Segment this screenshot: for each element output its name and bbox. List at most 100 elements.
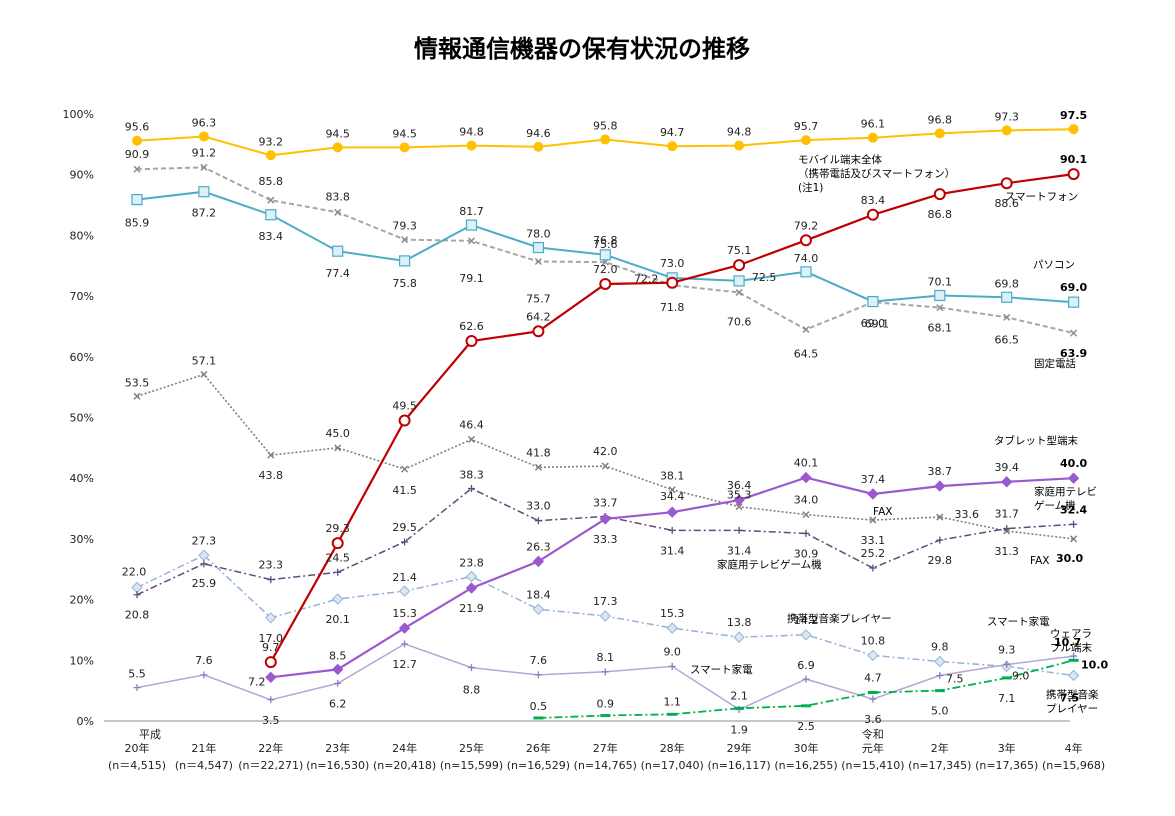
y-tick-label: 0% [77, 715, 94, 728]
data-point [532, 603, 545, 616]
data-point [1067, 296, 1080, 308]
era-label-heisei: 平成 [139, 728, 161, 741]
data-label-fixed: 70.6 [727, 316, 752, 329]
data-point [1001, 125, 1012, 136]
y-tick-label: 80% [70, 229, 94, 242]
data-label-fax: 35.3 [727, 489, 752, 502]
data-point [667, 141, 678, 152]
x-tick-label: 29年 [727, 741, 752, 755]
data-point [800, 266, 812, 278]
data-label-smartphone: 79.2 [794, 219, 819, 232]
data-label-pc: 83.4 [259, 230, 284, 243]
data-label-mobile: 94.8 [459, 126, 484, 139]
x-tick-label: 23年 [325, 741, 350, 755]
data-label-tablet: 34.4 [660, 490, 685, 503]
data-point [800, 234, 812, 247]
data-point [200, 671, 208, 679]
data-label-smarthome: 7.6 [530, 654, 548, 667]
data-point [334, 444, 342, 452]
data-label-game: 33.0 [526, 500, 551, 513]
data-label-mobile: 95.7 [794, 120, 819, 133]
data-point [936, 536, 944, 544]
data-point [399, 255, 411, 267]
data-label-smartphone: 88.6 [994, 197, 1019, 210]
data-point [734, 140, 745, 151]
data-point [265, 612, 277, 624]
data-label-wearable: 5.0 [931, 705, 949, 718]
x-tick-n-label: (n=17,365) [975, 759, 1038, 772]
data-point [401, 465, 409, 473]
data-label-fixed: 85.8 [259, 175, 284, 188]
data-label-pc: 76.8 [593, 234, 618, 247]
data-point [802, 529, 810, 537]
y-tick-label: 20% [70, 594, 94, 607]
series-line-fixed [136, 166, 1074, 335]
era-label-reiwa: 令和 [862, 727, 884, 741]
data-label-pc: 72.5 [752, 271, 777, 284]
y-tick-label: 100% [63, 108, 94, 121]
series-name-game: 家庭用テレビゲーム機 [717, 558, 822, 571]
data-label-fax: 31.3 [994, 545, 1019, 558]
data-label-smarthome: 3.6 [864, 713, 882, 726]
data-label-mobile: 94.8 [727, 126, 752, 139]
data-label-smartphone: 9.7 [262, 641, 280, 654]
data-point [534, 517, 542, 525]
data-point [401, 236, 409, 244]
data-point [1070, 535, 1078, 543]
data-label-smarthome: 7.5 [946, 673, 964, 686]
x-tick-n-label: (n=15,599) [440, 759, 503, 772]
data-label-wearable: 10.0 [1081, 658, 1108, 671]
data-label-pc: 69.0 [1060, 281, 1087, 294]
data-label-wearable: 2.1 [730, 689, 748, 702]
data-label-fixed: 91.2 [192, 146, 217, 159]
data-point [866, 208, 879, 221]
data-point [733, 275, 745, 287]
data-label-fixed: 75.7 [526, 293, 551, 306]
data-label-mobile: 96.3 [192, 117, 217, 130]
series-name-wearable: ウェアラ [1050, 628, 1092, 640]
data-point [869, 564, 877, 572]
data-point [465, 219, 478, 231]
data-label-game: 25.9 [192, 577, 217, 590]
data-label-game: 32.4 [1060, 503, 1087, 516]
data-label-smarthome: 6.9 [797, 659, 815, 672]
data-label-tablet: 33.3 [593, 533, 618, 546]
data-label-fax: 53.5 [125, 376, 150, 389]
data-label-fax: 57.1 [192, 354, 217, 367]
series-mobile [132, 124, 1079, 161]
data-point [198, 186, 210, 198]
data-point [467, 435, 476, 443]
data-point [666, 506, 678, 518]
data-point [733, 259, 746, 272]
series-name-music: 携帯型音楽 [1046, 688, 1099, 701]
data-point [465, 335, 478, 348]
data-label-tablet: 8.5 [329, 649, 347, 662]
data-point [1070, 652, 1078, 660]
data-label-music: 15.3 [660, 607, 685, 620]
series-name-smarthome: スマート家電 [690, 663, 753, 676]
data-point [801, 135, 811, 146]
data-label-game: 25.2 [861, 547, 886, 560]
data-label-fixed: 90.9 [125, 148, 150, 161]
data-point [1067, 669, 1080, 682]
data-label-game: 31.4 [727, 544, 752, 557]
data-label-pc: 69.1 [865, 318, 890, 331]
data-point [934, 128, 945, 139]
series-name-mobile-sub: (注1) [798, 181, 823, 194]
data-point [133, 165, 141, 173]
data-point [599, 513, 612, 525]
x-tick-label: 24年 [392, 741, 417, 755]
data-label-smartphone: 62.6 [459, 320, 484, 333]
data-label-smarthome: 10.7 [1054, 636, 1081, 649]
data-point [934, 480, 946, 492]
data-label-pc: 73.0 [660, 257, 685, 270]
data-point [735, 288, 743, 296]
data-point [334, 208, 342, 216]
data-label-smartphone: 64.2 [526, 310, 551, 323]
data-label-smarthome: 12.7 [392, 658, 417, 671]
data-point [133, 591, 141, 599]
y-tick-label: 30% [70, 533, 94, 546]
data-point [532, 555, 545, 568]
data-label-fixed: 63.9 [1060, 347, 1087, 360]
data-point [933, 188, 946, 201]
